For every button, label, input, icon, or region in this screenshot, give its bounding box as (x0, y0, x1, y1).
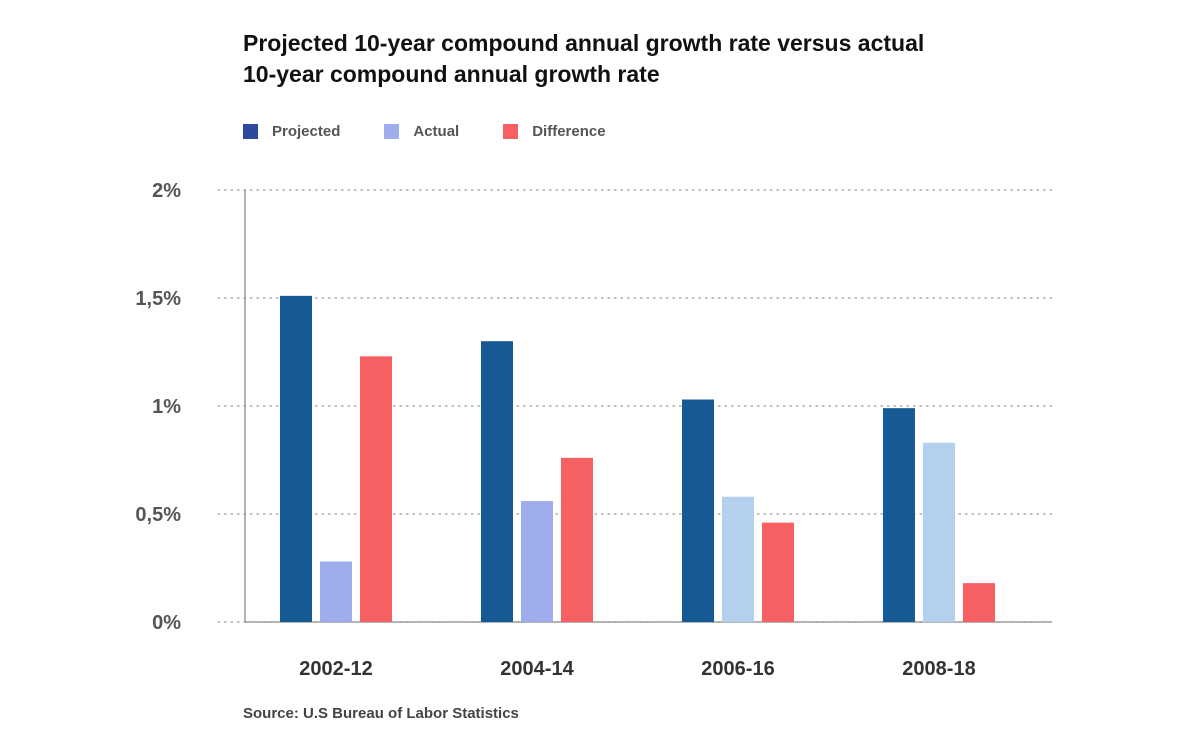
x-tick-label: 2002-12 (299, 658, 372, 680)
bar-projected-2004-14 (481, 341, 513, 622)
bar-projected-2006-16 (682, 399, 714, 622)
y-tick-label: 2% (152, 180, 181, 202)
chart-title-line-2: 10-year compound annual growth rate (243, 61, 660, 87)
chart-title-line-1: Projected 10-year compound annual growth… (243, 30, 925, 56)
bar-difference-2002-12 (360, 356, 392, 622)
bar-difference-2008-18 (963, 583, 995, 622)
source-note: Source: U.S Bureau of Labor Statistics (243, 705, 519, 722)
x-tick-label: 2008-18 (902, 658, 975, 680)
chart-legend: Projected Actual Difference (243, 123, 650, 140)
legend-swatch-difference (503, 124, 519, 139)
legend-label-actual: Actual (413, 123, 460, 140)
legend-swatch-actual (384, 124, 400, 139)
bar-difference-2004-14 (561, 457, 593, 622)
y-tick-label: 1% (152, 396, 181, 418)
bar-actual-2002-12 (320, 561, 352, 622)
chart-title: Projected 10-year compound annual growth… (243, 28, 1063, 90)
y-tick-label: 0,5% (135, 504, 181, 526)
legend-item-actual: Actual (384, 123, 459, 140)
legend-swatch-projected (243, 124, 258, 139)
x-tick-label: 2004-14 (500, 658, 574, 680)
x-tick-label: 2006-16 (701, 658, 774, 680)
bar-projected-2002-12 (280, 295, 312, 622)
y-tick-label: 1,5% (135, 288, 181, 310)
legend-item-difference: Difference (503, 123, 606, 140)
legend-label-difference: Difference (532, 123, 606, 140)
bar-actual-2004-14 (521, 501, 553, 622)
y-tick-label: 0% (152, 612, 181, 634)
bar-actual-2008-18 (923, 442, 955, 622)
legend-label-projected: Projected (272, 123, 341, 140)
bar-actual-2006-16 (722, 496, 754, 622)
bar-difference-2006-16 (762, 522, 794, 622)
bar-projected-2008-18 (883, 408, 915, 622)
legend-item-projected: Projected (243, 123, 340, 140)
